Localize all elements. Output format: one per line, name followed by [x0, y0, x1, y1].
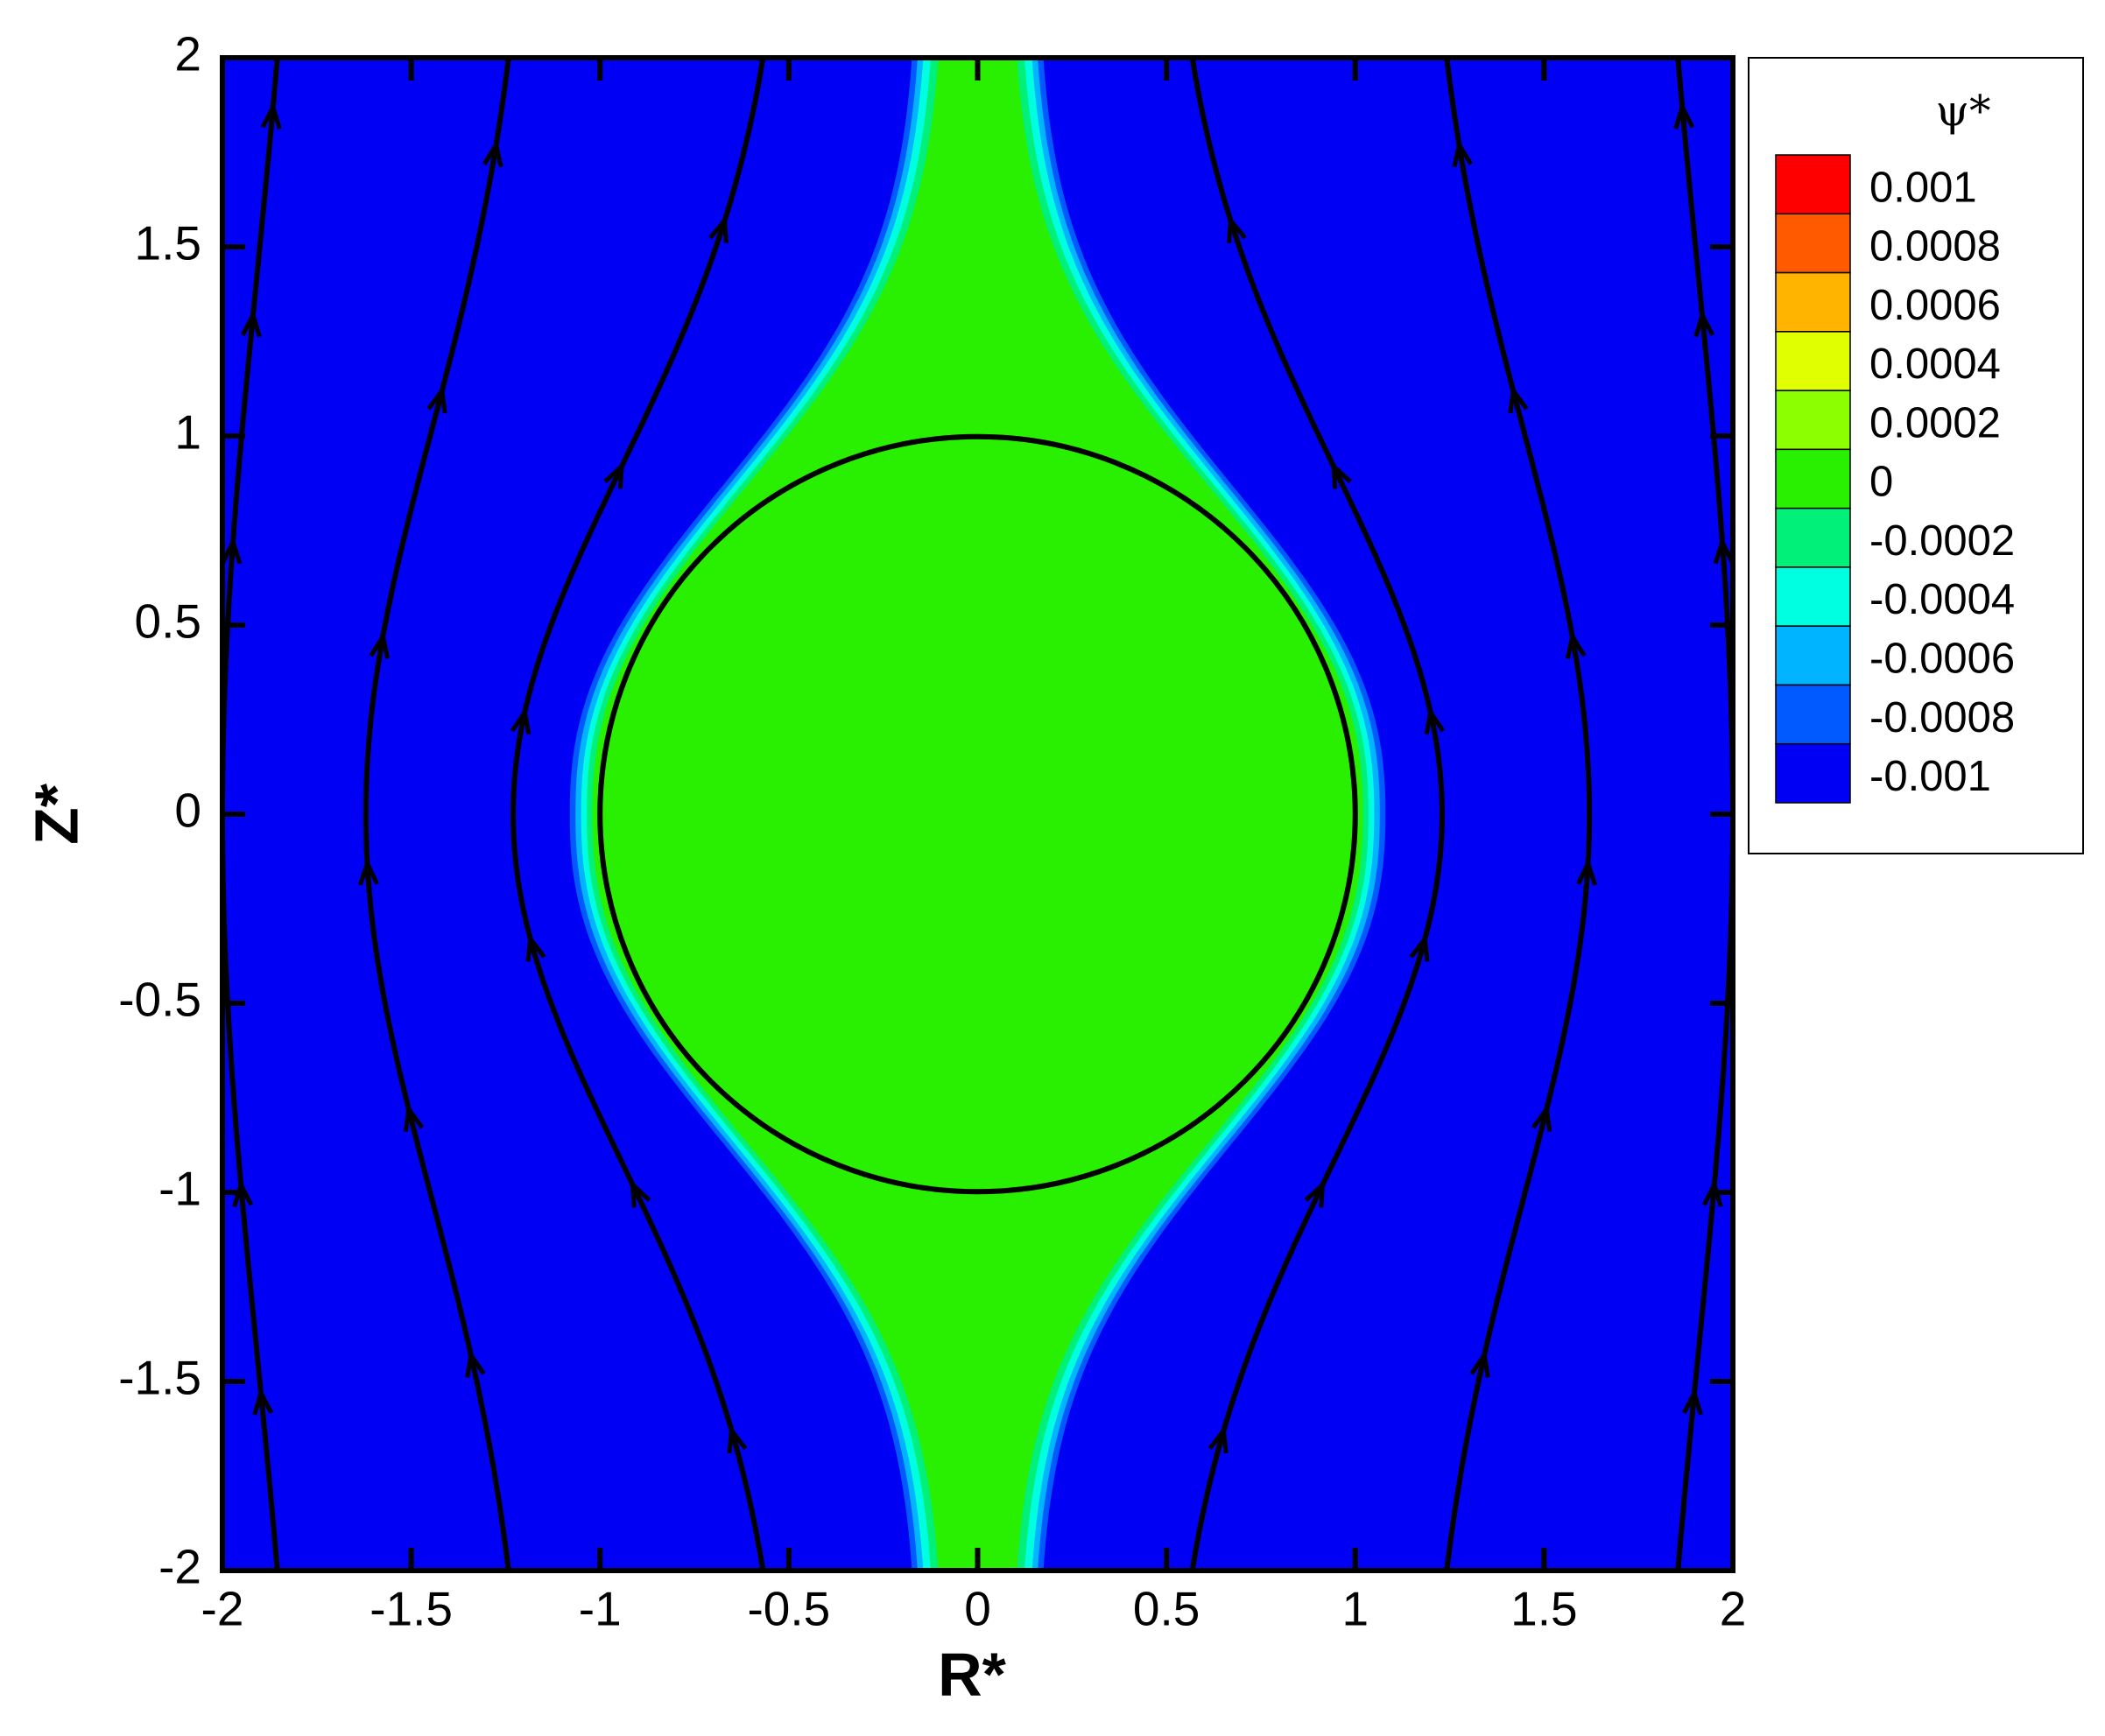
- colorbar-swatch: [1775, 507, 1851, 568]
- streamline-arrow: [252, 1387, 274, 1416]
- streamline-arrow: [1531, 1103, 1552, 1133]
- x-axis-label: R*: [938, 1640, 1007, 1708]
- x-tick-label: -2: [201, 1582, 244, 1636]
- y-tick-label: -2: [158, 1540, 201, 1594]
- y-tick-label: -0.5: [118, 973, 201, 1027]
- colorbar-swatch: [1775, 213, 1851, 274]
- x-tick-label: 1: [1341, 1582, 1369, 1636]
- streamline-arrow: [1469, 1349, 1490, 1378]
- streamline-arrow: [510, 706, 532, 735]
- colorbar-label: 0.0006: [1869, 282, 2001, 329]
- colorbar-swatch: [1775, 271, 1851, 333]
- y-tick-label: -1.5: [118, 1351, 201, 1405]
- x-tick-label: -1: [579, 1582, 622, 1636]
- streamline-arrow: [1207, 1424, 1229, 1454]
- streamline-arrow: [1330, 460, 1352, 489]
- streamline-arrow: [1424, 706, 1446, 735]
- colorbar-label: 0.0004: [1869, 341, 2001, 388]
- streamline: [222, 58, 280, 1571]
- y-tick-label: 1: [174, 405, 201, 460]
- y-tick-label: -1: [158, 1162, 201, 1216]
- streamline-arrow: [232, 1178, 254, 1207]
- streamline-arrow: [403, 1103, 424, 1133]
- x-tick-label: -1.5: [370, 1582, 453, 1636]
- streamline-arrow: [727, 1424, 748, 1454]
- colorbar-label: -0.0002: [1869, 517, 2015, 565]
- colorbar-label: 0: [1869, 459, 1893, 506]
- colorbar-label: -0.0006: [1869, 635, 2015, 682]
- streamline-arrow: [1304, 1179, 1326, 1208]
- contour-core: [600, 436, 1355, 1192]
- streamline-arrow: [465, 1349, 486, 1378]
- streamline-arrow: [260, 101, 282, 130]
- colorbar-label: 0.0002: [1869, 399, 2001, 446]
- streamline: [510, 58, 766, 1571]
- colorbar-swatch: [1775, 154, 1851, 215]
- streamline-arrow: [357, 857, 379, 886]
- streamline-arrow: [1673, 101, 1695, 130]
- streamline-arrow: [1693, 309, 1715, 338]
- y-tick-label: 0.5: [135, 594, 201, 649]
- y-tick-label: 1.5: [135, 216, 201, 271]
- colorbar-swatch: [1775, 566, 1851, 627]
- streamline-arrow: [426, 384, 447, 414]
- streamline-arrow: [525, 933, 546, 962]
- streamline: [1675, 58, 1733, 1571]
- streamline-arrow: [1681, 1387, 1703, 1416]
- streamline-arrow: [630, 1179, 651, 1208]
- streamline: [363, 58, 511, 1571]
- y-tick-label: 2: [174, 27, 201, 81]
- streamline-arrow: [369, 630, 391, 659]
- x-tick-label: 0: [964, 1582, 991, 1636]
- colorbar-swatch: [1775, 390, 1851, 451]
- streamline-arrow: [708, 214, 729, 243]
- colorbar-label: 0.0008: [1869, 223, 2001, 271]
- x-tick-label: 0.5: [1133, 1582, 1200, 1636]
- x-tick-label: 1.5: [1510, 1582, 1577, 1636]
- streamline-arrow: [1452, 138, 1474, 168]
- plot-frame: [220, 55, 1735, 1573]
- streamline-arrow: [1508, 384, 1529, 414]
- colorbar-swatch: [1775, 448, 1851, 510]
- streamline-arrow: [1409, 933, 1430, 962]
- x-tick-label: -0.5: [747, 1582, 830, 1636]
- streamline-arrow: [1576, 857, 1598, 886]
- colorbar-swatch: [1775, 684, 1851, 745]
- plot-area: [222, 58, 1733, 1571]
- streamline-arrow: [240, 309, 262, 338]
- streamline-arrow: [222, 536, 243, 565]
- streamline: [1189, 58, 1445, 1571]
- colorbar-label: 0.001: [1869, 164, 1977, 211]
- streamline-arrow: [1701, 1178, 1723, 1207]
- streamline-arrow: [1565, 630, 1587, 659]
- colorbar-title: ψ*: [1936, 87, 1991, 137]
- streamline-arrow: [603, 460, 625, 489]
- colorbar-swatch: [1775, 742, 1851, 804]
- streamline-arrow: [482, 138, 503, 168]
- colorbar-swatch: [1775, 331, 1851, 391]
- streamline-arrow: [1227, 214, 1247, 243]
- colorbar-label: -0.001: [1869, 753, 1991, 800]
- colorbar-label: -0.0008: [1869, 694, 2015, 741]
- y-tick-label: 0: [174, 784, 201, 838]
- streamline-arrow: [1713, 536, 1733, 565]
- y-axis-label: Z*: [22, 783, 90, 845]
- cylinder-outline: [597, 433, 1358, 1195]
- streamline: [1444, 58, 1593, 1571]
- x-tick-label: 2: [1720, 1582, 1747, 1636]
- colorbar-label: -0.0004: [1869, 576, 2015, 623]
- overlay: -2 -1.5 -1 -0.5 0 0.5 1 1.5 2 -2 -1.5 -1 -0.5 0 0.5 1 1.…: [118, 27, 1746, 1636]
- colorbar-swatch: [1775, 625, 1851, 686]
